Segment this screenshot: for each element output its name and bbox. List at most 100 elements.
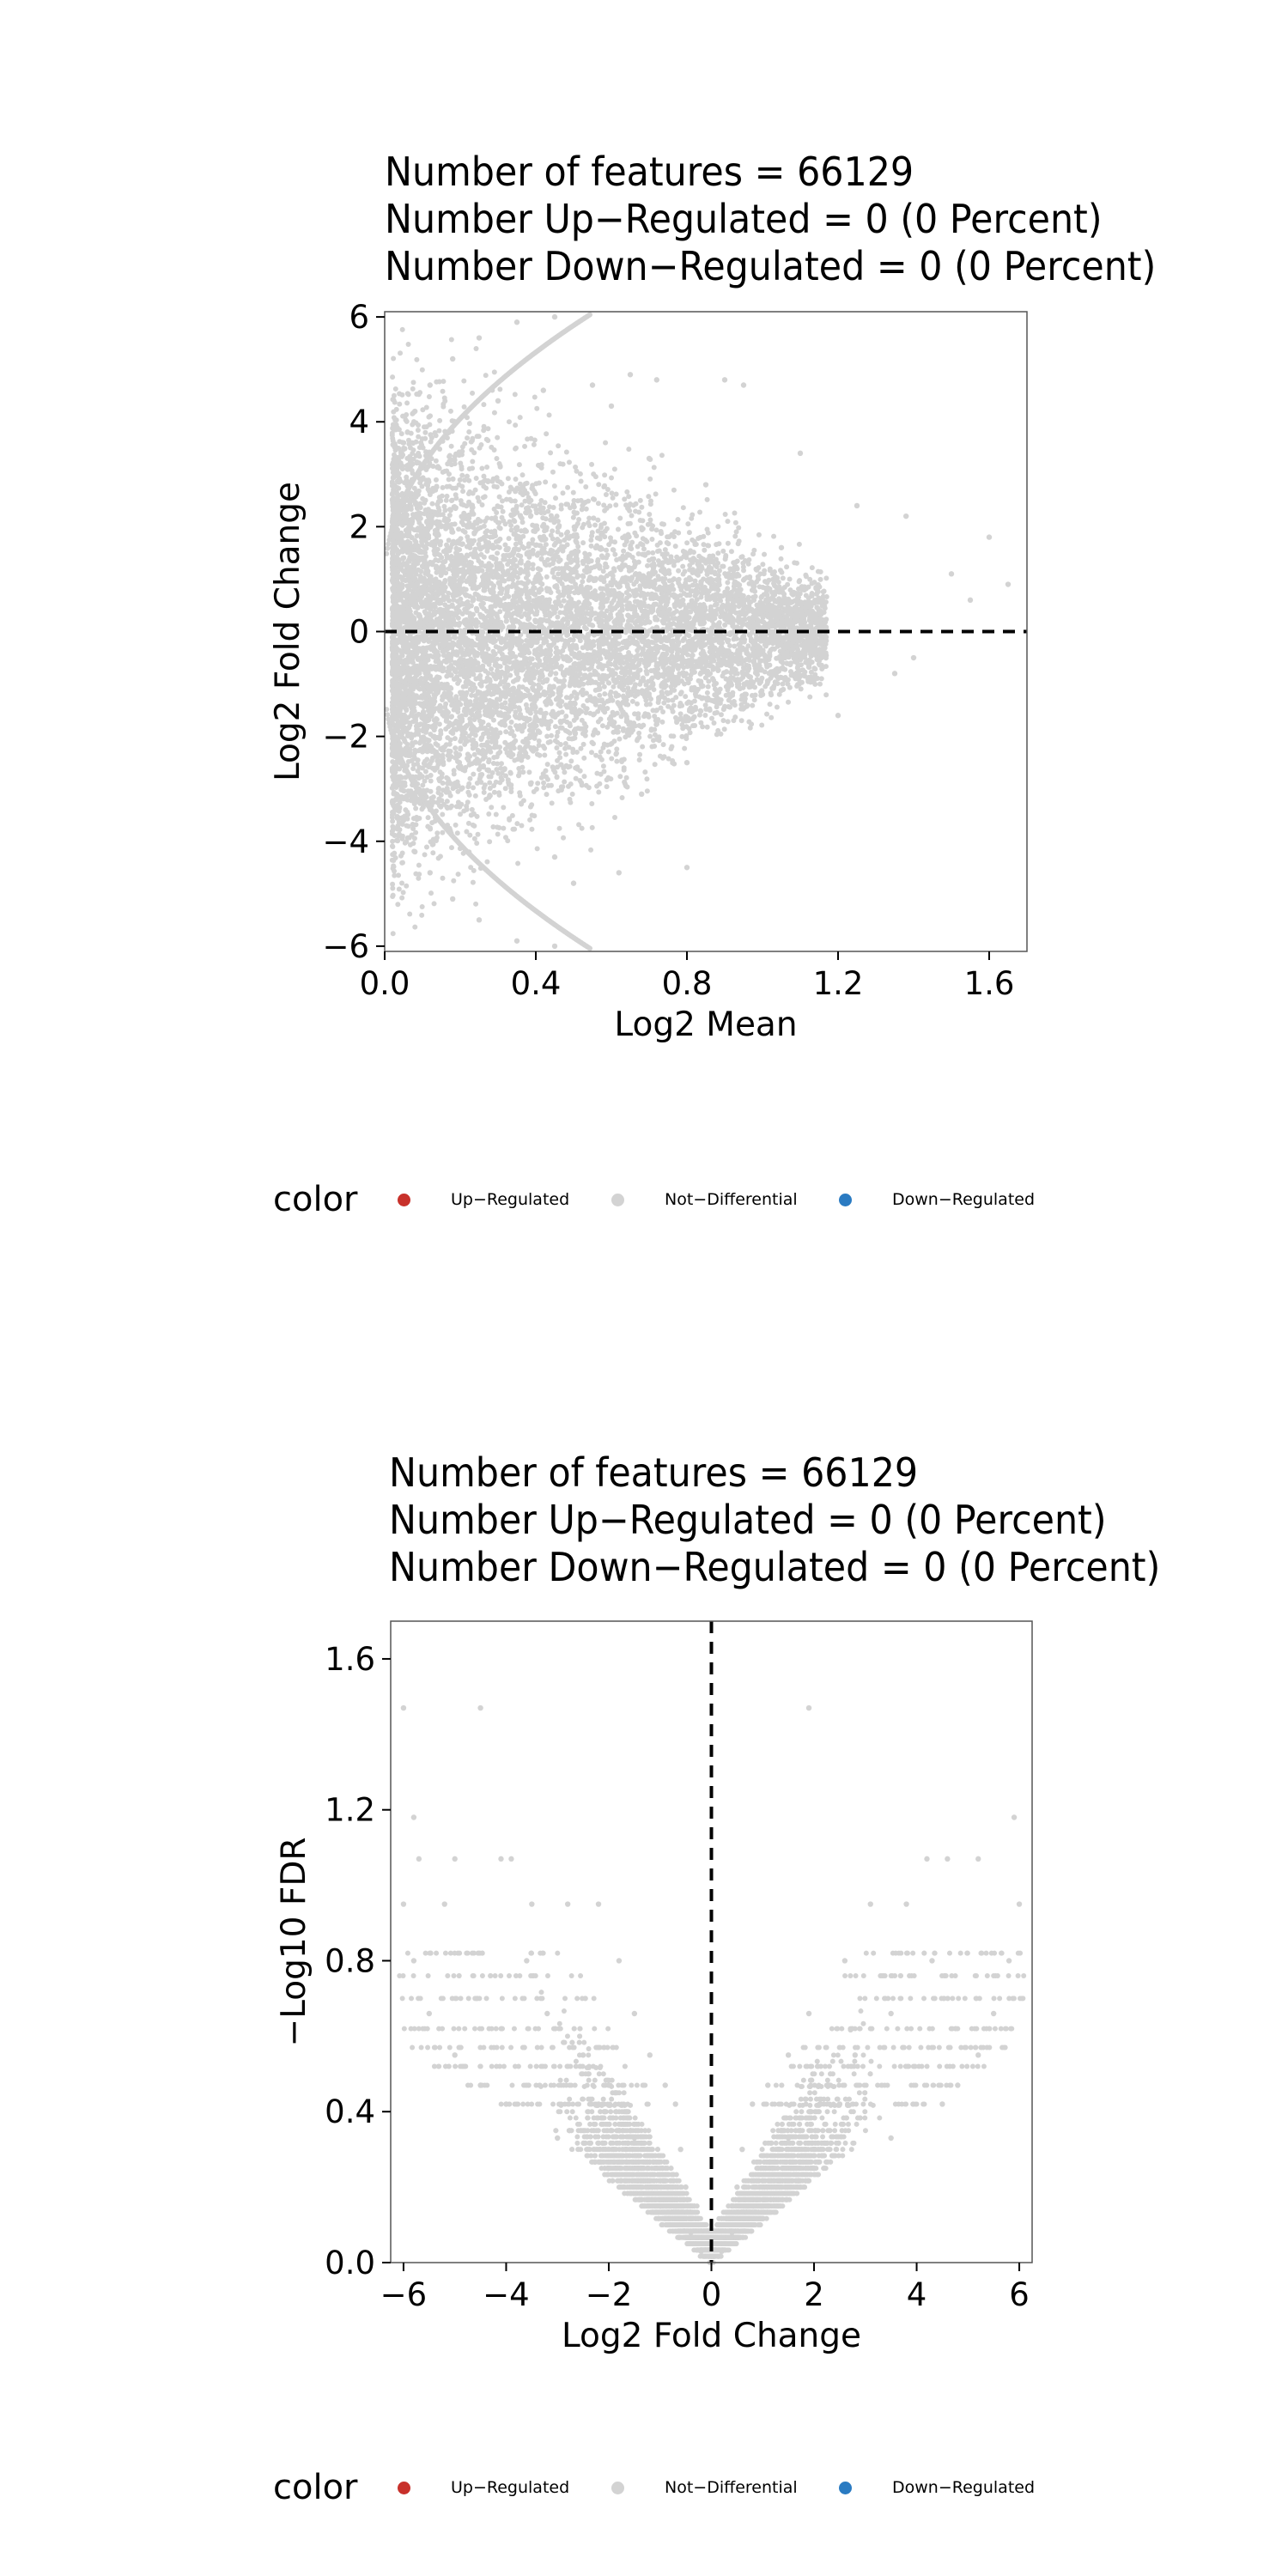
ma-density-dot bbox=[614, 665, 620, 671]
ma-density-dot bbox=[414, 356, 420, 362]
ma-density-dot bbox=[528, 513, 534, 519]
ma-density-dot bbox=[708, 715, 714, 721]
ma-density-dot bbox=[519, 472, 526, 478]
ma-density-dot bbox=[453, 822, 459, 828]
ma-density-dot bbox=[715, 668, 721, 674]
ma-density-dot bbox=[433, 741, 439, 747]
ma-density-dot bbox=[470, 459, 476, 465]
ma-density-dot bbox=[522, 498, 528, 504]
ma-density-dot bbox=[725, 586, 731, 592]
ma-density-dot bbox=[605, 749, 611, 755]
ma-density-dot bbox=[406, 437, 412, 443]
ma-density-dot bbox=[554, 774, 560, 780]
ma-density-dot bbox=[738, 554, 744, 560]
ma-density-dot bbox=[436, 428, 442, 434]
ma-density-dot bbox=[543, 516, 549, 522]
ma-density-dot bbox=[598, 553, 605, 559]
ma-density-dot bbox=[566, 744, 572, 750]
ma-density-dot bbox=[595, 501, 601, 507]
ma-density-dot bbox=[419, 903, 425, 909]
ma-density-dot bbox=[412, 924, 418, 930]
ma-density-dot bbox=[562, 769, 568, 775]
ma-density-dot bbox=[471, 771, 477, 777]
ma-density-dot bbox=[496, 744, 502, 750]
ma-density-dot bbox=[747, 725, 753, 731]
ma-density-dot bbox=[553, 671, 559, 677]
ma-density-dot bbox=[624, 489, 630, 495]
ma-density-dot bbox=[721, 726, 727, 732]
ma-density-dot bbox=[410, 380, 416, 386]
ma-density-dot bbox=[389, 812, 395, 818]
ma-density-dot bbox=[410, 440, 416, 446]
ma-density-dot bbox=[484, 859, 490, 865]
ma-density-dot bbox=[614, 750, 620, 756]
ma-density-dot bbox=[701, 542, 707, 548]
ma-density-dot bbox=[689, 515, 695, 521]
ma-density-dot bbox=[457, 577, 463, 583]
ma-density-dot bbox=[727, 643, 733, 649]
ma-density-dot bbox=[404, 400, 410, 406]
ma-density-dot bbox=[555, 614, 561, 620]
ma-density-dot bbox=[420, 445, 426, 451]
ma-density-dot bbox=[440, 484, 446, 490]
ma-density-dot bbox=[570, 736, 576, 742]
ma-density-dot bbox=[588, 665, 594, 671]
ma-density-dot bbox=[614, 746, 620, 752]
ma-density-dot bbox=[411, 485, 417, 491]
ma-density-dot bbox=[556, 750, 562, 756]
ma-density-dot bbox=[682, 745, 688, 751]
ma-density-dot bbox=[738, 718, 744, 724]
ma-density-dot bbox=[491, 410, 497, 416]
ma-density-dot bbox=[495, 434, 501, 440]
ma-density-dot bbox=[653, 527, 659, 533]
ma-density-dot bbox=[562, 745, 568, 751]
ma-density-dot bbox=[556, 825, 562, 831]
ma-density-dot bbox=[563, 702, 569, 708]
ma-density-dot bbox=[407, 445, 413, 451]
ma-density-dot bbox=[481, 789, 487, 795]
ma-density-dot bbox=[475, 831, 481, 837]
ma-density-dot bbox=[535, 566, 541, 572]
ma-density-dot bbox=[534, 751, 540, 757]
ma-density-dot bbox=[390, 374, 396, 380]
ma-density-dot bbox=[534, 405, 540, 411]
ma-density-dot bbox=[455, 680, 461, 686]
ma-density-dot bbox=[823, 617, 829, 623]
ma-density-dot bbox=[440, 781, 446, 787]
ma-density-dot bbox=[613, 502, 619, 508]
ma-density-dot bbox=[529, 826, 535, 832]
ma-density-dot bbox=[547, 504, 553, 510]
ma-density-dot bbox=[774, 704, 780, 710]
ma-density-dot bbox=[501, 825, 507, 831]
ma-density-dot bbox=[402, 840, 408, 846]
ma-density-dot bbox=[640, 744, 646, 750]
ma-density-dot bbox=[407, 911, 413, 917]
ma-density-dot bbox=[557, 755, 563, 761]
ma-density-dot bbox=[441, 503, 447, 509]
ma-density-dot bbox=[544, 792, 550, 798]
ma-density-dot bbox=[419, 367, 425, 373]
ma-density-dot bbox=[580, 741, 586, 747]
ma-density-dot bbox=[597, 692, 603, 698]
ma-density-dot bbox=[645, 562, 651, 568]
ma-density-dot bbox=[481, 523, 487, 529]
ma-density-dot bbox=[430, 850, 436, 856]
ma-density-dot bbox=[479, 465, 485, 471]
ma-density-dot bbox=[692, 578, 698, 584]
ma-density-dot bbox=[647, 595, 653, 601]
ma-density-dot bbox=[609, 756, 615, 762]
ma-density-dot bbox=[654, 542, 660, 548]
ma-density-dot bbox=[489, 444, 495, 450]
ma-density-dot bbox=[635, 701, 641, 707]
ma-density-dot bbox=[809, 591, 815, 597]
ma-density-dot bbox=[448, 443, 454, 449]
ma-density-dot bbox=[526, 769, 532, 775]
ma-density-dot bbox=[547, 562, 553, 568]
ma-density-dot bbox=[651, 465, 657, 471]
ma-density-dot bbox=[448, 337, 454, 343]
ma-density-dot bbox=[779, 569, 785, 575]
ma-density-dot bbox=[550, 548, 556, 554]
ma-density-dot bbox=[544, 574, 550, 580]
ma-density-dot bbox=[433, 477, 439, 483]
